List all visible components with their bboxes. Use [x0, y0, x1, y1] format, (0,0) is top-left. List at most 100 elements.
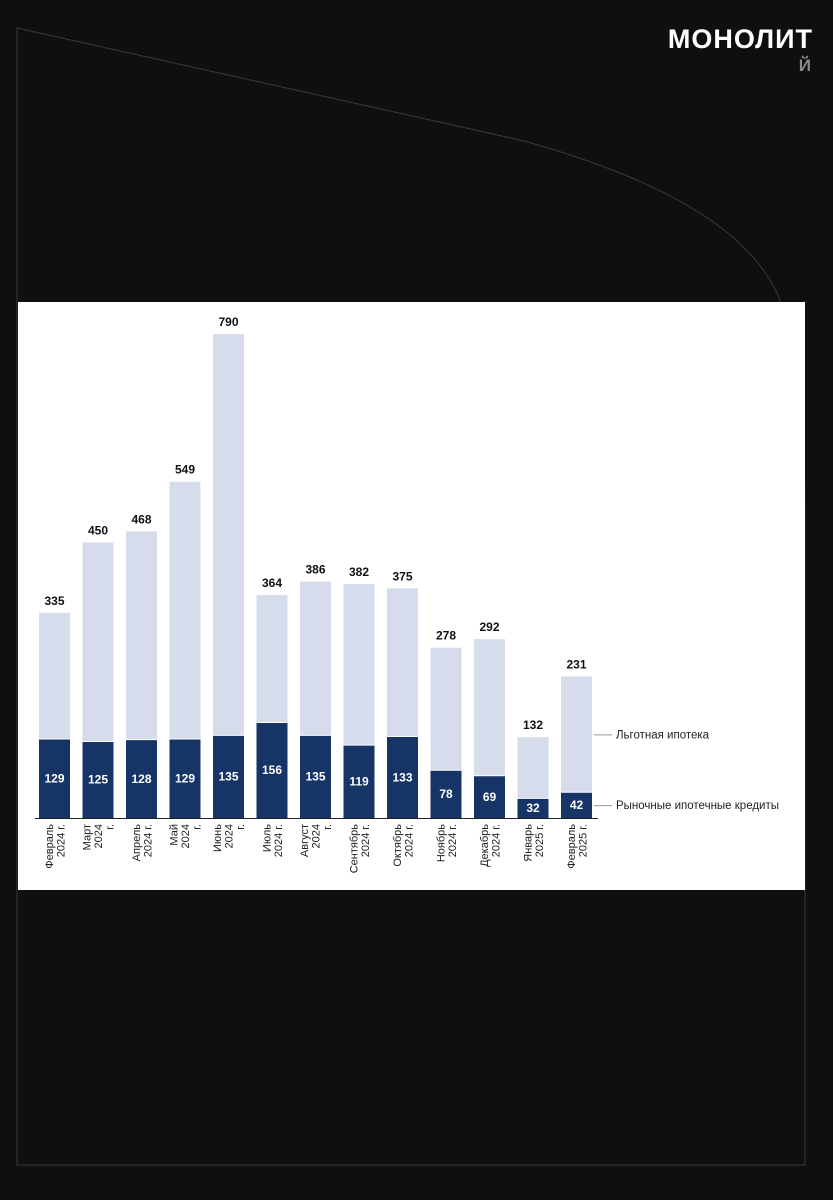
- x-tick-label: Ноябрь: [435, 824, 447, 862]
- x-tick-label-group: Июнь 2024 г.: [212, 824, 247, 852]
- x-tick-label-group: Ноябрь 2024 г.: [435, 824, 459, 862]
- bar-preferential: [39, 612, 70, 739]
- x-tick-label: 2025 г.: [534, 824, 546, 857]
- chart-card: 129 335 Февраль 2024 г. 125 450 Март 2024 г. 128 4…: [18, 302, 805, 890]
- bar-market-label: 128: [131, 772, 151, 786]
- bar-market-label: 129: [44, 771, 64, 785]
- bar-total-label: 292: [479, 620, 499, 634]
- x-tick-label: г.: [322, 824, 334, 830]
- bar-market: [387, 736, 418, 818]
- x-tick-label: Февраль: [44, 824, 56, 869]
- bar-market-label: 135: [305, 770, 325, 784]
- bar-total-label: 382: [349, 565, 369, 579]
- bar-preferential: [169, 481, 201, 739]
- x-tick-label-group: Май 2024 г.: [169, 824, 204, 848]
- bar-market: [517, 798, 549, 818]
- bar-market: [169, 738, 201, 818]
- bar-market: [39, 738, 70, 818]
- x-tick-label: 2024: [224, 824, 236, 848]
- x-tick-label: 2024 г.: [490, 824, 502, 857]
- x-tick-label: 2024: [180, 824, 192, 848]
- bar-market: [126, 739, 157, 818]
- x-tick-label-group: Март 2024 г.: [82, 824, 117, 850]
- bar-market: [343, 745, 375, 818]
- bar-preferential: [126, 531, 157, 740]
- bar-preferential: [213, 334, 244, 736]
- x-tick-label-group: Январь 2025 г.: [522, 824, 546, 862]
- bar-market-label: 156: [262, 763, 282, 777]
- bar-market-label: 135: [218, 770, 238, 784]
- x-tick-label: 2024: [93, 824, 105, 848]
- bar-market-label: 125: [88, 773, 108, 787]
- bar-total-label: 450: [88, 523, 108, 537]
- bar-total-label: 386: [305, 563, 325, 577]
- bar-market: [213, 735, 244, 818]
- bar-total-label: 468: [131, 512, 151, 526]
- x-tick-label-group: Февраль 2024 г.: [44, 824, 68, 869]
- bar-preferential: [474, 639, 505, 776]
- x-tick-label: Май: [169, 824, 181, 846]
- x-tick-label: 2024 г.: [273, 824, 285, 857]
- bar-market: [474, 775, 505, 818]
- x-tick-label: 2024 г.: [360, 824, 372, 857]
- bar-market-label: 119: [349, 775, 369, 789]
- x-tick-label: Август: [299, 824, 311, 857]
- bar-preferential: [430, 647, 462, 771]
- brand-logo-sub: Й: [798, 56, 811, 75]
- bar-total-label: 278: [436, 629, 456, 643]
- x-tick-label-group: Апрель 2024 г.: [131, 824, 155, 862]
- bar-total-label: 549: [175, 463, 195, 477]
- bar-market-label: 133: [392, 770, 412, 784]
- bar-total-label: 364: [262, 576, 282, 590]
- bar-market-label: 129: [175, 771, 195, 785]
- x-tick-label-group: Декабрь 2024 г.: [479, 824, 503, 867]
- bar-market: [430, 770, 462, 818]
- x-tick-label: Июль: [261, 824, 273, 852]
- bar-preferential: [256, 595, 288, 723]
- x-tick-label: 2024 г.: [55, 824, 67, 857]
- bar-market-label: 32: [526, 801, 540, 815]
- x-tick-label: 2024 г.: [403, 824, 415, 857]
- x-tick-label: Апрель: [131, 824, 143, 862]
- x-tick-label: Февраль: [566, 824, 578, 869]
- x-tick-label: г.: [192, 824, 204, 830]
- bar-market: [256, 722, 288, 818]
- x-tick-label-group: Февраль 2025 г.: [566, 824, 590, 869]
- x-tick-label: 2024 г.: [142, 824, 154, 857]
- x-tick-label: Октябрь: [392, 824, 404, 867]
- bar-preferential: [561, 676, 592, 793]
- bar-preferential: [387, 588, 418, 737]
- bar-preferential: [343, 584, 375, 746]
- bar-market-label: 69: [483, 790, 497, 804]
- x-tick-label: Сентябрь: [348, 824, 360, 874]
- bar-preferential: [517, 737, 549, 799]
- legend-label-market: Рыночные ипотечные кредиты: [616, 800, 779, 812]
- x-tick-label-group: Июль 2024 г.: [261, 824, 285, 858]
- bar-total-label: 375: [392, 569, 412, 583]
- x-tick-label: Март: [82, 824, 94, 850]
- x-tick-label: Декабрь: [479, 824, 491, 867]
- x-tick-label: 2024: [311, 824, 323, 848]
- x-tick-label: 2025 г.: [577, 824, 589, 857]
- bar-market: [82, 741, 114, 818]
- bar-market: [300, 735, 331, 818]
- bar-total-label: 335: [44, 594, 64, 608]
- x-tick-label: Июнь: [212, 824, 224, 852]
- bar-market-label: 42: [570, 798, 584, 812]
- bar-market-label: 78: [439, 787, 453, 801]
- bar-total-label: 231: [566, 658, 586, 672]
- bar-total-label: 790: [218, 315, 238, 329]
- x-tick-label: Январь: [522, 824, 534, 862]
- x-tick-label-group: Октябрь 2024 г.: [392, 824, 416, 867]
- bar-total-label: 132: [523, 718, 543, 732]
- x-tick-label-group: Август 2024 г.: [299, 824, 334, 857]
- bar-market: [561, 792, 592, 818]
- x-tick-label: 2024 г.: [447, 824, 459, 857]
- bar-preferential: [82, 542, 114, 742]
- x-tick-label: г.: [105, 824, 117, 830]
- legend-label-preferential: Льготная ипотека: [616, 729, 710, 741]
- x-tick-label: г.: [235, 824, 247, 830]
- bar-preferential: [300, 581, 331, 736]
- brand-logo: МОНОЛИТ: [667, 24, 813, 54]
